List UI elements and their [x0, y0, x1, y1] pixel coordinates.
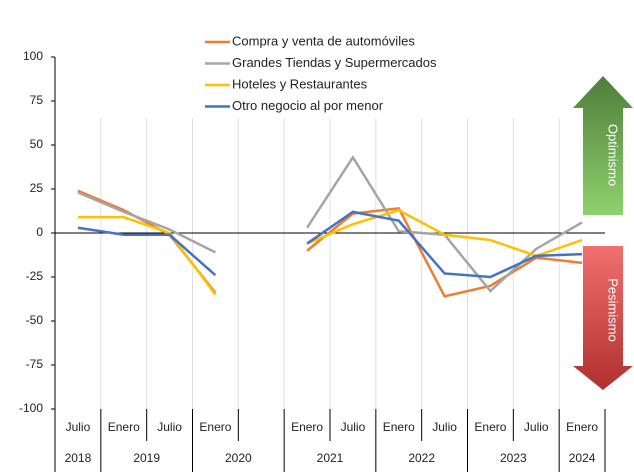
y-tick-label: 75 [30, 93, 44, 107]
x-tick-label: Enero [474, 420, 506, 434]
annotation: Pesimismo [606, 278, 621, 342]
y-tick-label: 25 [30, 181, 44, 195]
legend-label: Grandes Tiendas y Supermercados [232, 55, 437, 70]
y-tick-label: -25 [26, 269, 44, 283]
x-tick-label: Julio [66, 420, 91, 434]
x-tick-label: Enero [566, 420, 598, 434]
x-tick-label: Julio [341, 420, 366, 434]
legend-label: Hoteles y Restaurantes [232, 76, 368, 91]
x-tick-label: Julio [157, 420, 182, 434]
x-tick-label: Julio [432, 420, 457, 434]
pessimism-arrow [573, 246, 633, 390]
series-line [77, 210, 583, 279]
y-tick-label: -75 [26, 357, 44, 371]
x-tick-label: Enero [199, 420, 231, 434]
year-label: 2024 [569, 451, 596, 465]
x-tick-label: Enero [291, 420, 323, 434]
legend-label: Otro negocio al por menor [232, 98, 384, 113]
year-label: 2023 [500, 451, 527, 465]
y-tick-label: 0 [36, 225, 43, 239]
year-label: 2020 [225, 451, 252, 465]
y-tick-label: 50 [30, 137, 44, 151]
year-label: 2018 [65, 451, 92, 465]
year-label: 2019 [133, 451, 160, 465]
legend-label: Compra y venta de automóviles [232, 33, 415, 48]
year-label: 2021 [317, 451, 344, 465]
x-tick-label: Enero [108, 420, 140, 434]
y-tick-label: -100 [19, 401, 43, 415]
optimism-arrow [573, 76, 633, 215]
y-tick-label: -50 [26, 313, 44, 327]
x-tick-label: Enero [383, 420, 415, 434]
annotation: Optimismo [606, 124, 621, 186]
y-tick-label: 100 [23, 49, 43, 63]
x-tick-label: Julio [524, 420, 549, 434]
year-label: 2022 [408, 451, 435, 465]
